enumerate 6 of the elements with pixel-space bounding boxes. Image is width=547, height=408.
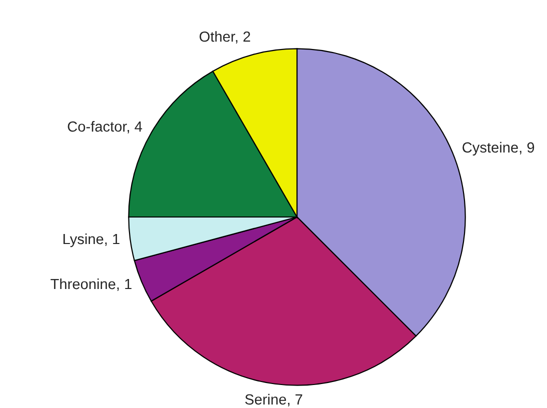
slice-label: Serine, 7 [245,394,302,406]
slice-label: Threonine, 1 [50,278,132,291]
slice-label: Co-factor, 4 [68,121,142,134]
slice-label: Other, 2 [200,31,250,44]
slice-label: Lysine, 1 [63,233,120,248]
slice-label: Cysteine, 9 [462,142,534,156]
